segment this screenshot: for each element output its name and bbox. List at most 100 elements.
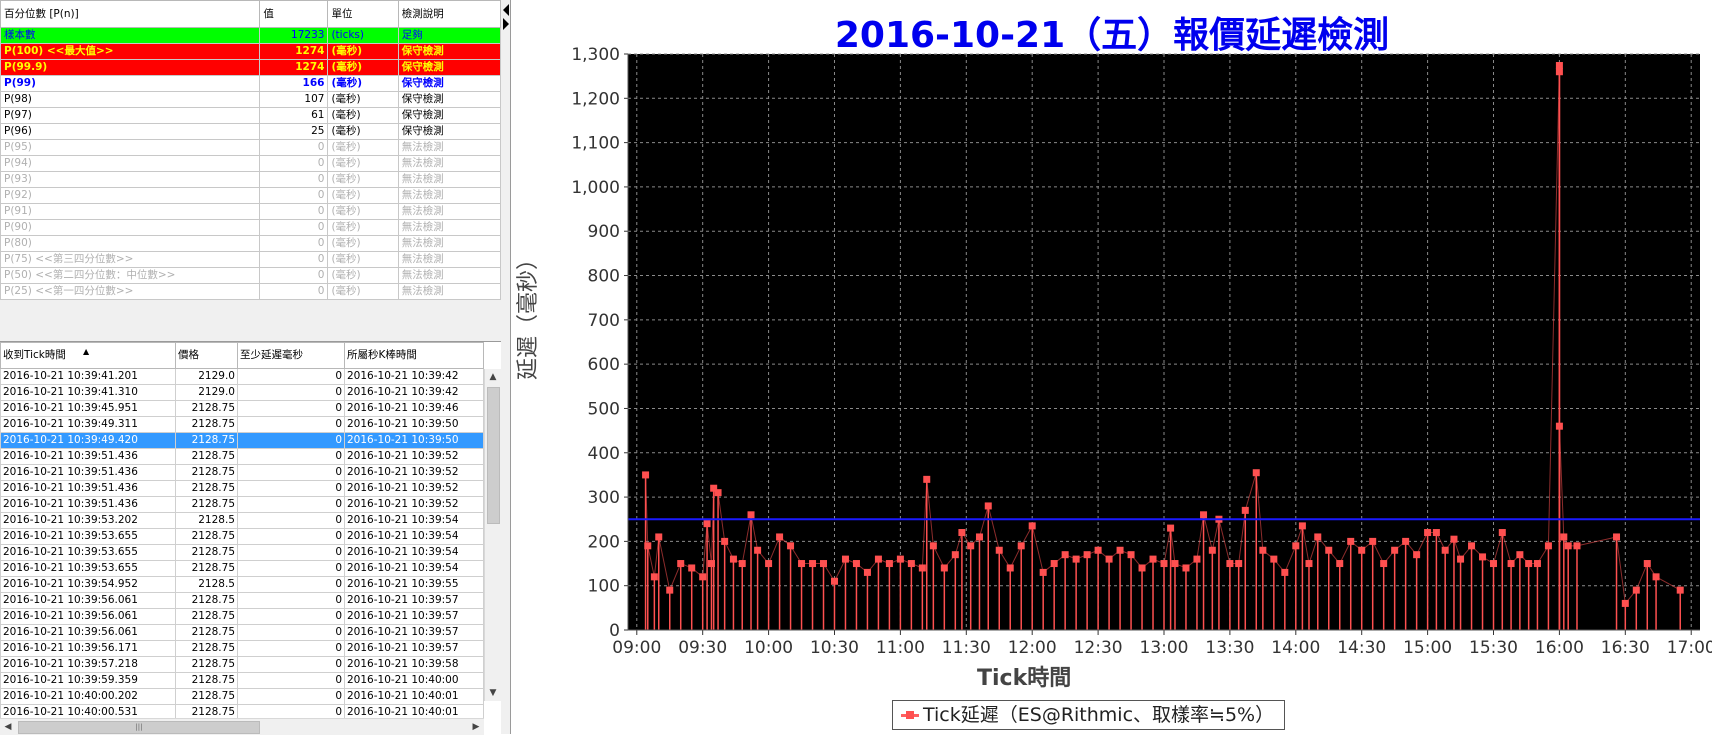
price-cell: 2128.75: [175, 592, 238, 609]
percentile-row[interactable]: P(93) 0 (毫秒) 無法檢測: [0, 171, 502, 188]
x-tick-label: 14:30: [1337, 638, 1386, 658]
percentile-row[interactable]: P(95) 0 (毫秒) 無法檢測: [0, 139, 502, 156]
y-tick-label: 300: [588, 488, 620, 508]
tick-time-cell: 2016-10-21 10:40:00.202: [0, 688, 176, 705]
percentile-row[interactable]: P(100) <<最大值>> 1274 (毫秒) 保守檢測: [0, 43, 502, 60]
tick-table-row[interactable]: 2016-10-21 10:39:56.171 2128.75 0 2016-10-2…: [0, 640, 484, 657]
min-delay-cell: 0: [237, 528, 345, 545]
x-tick-label: 11:30: [942, 638, 991, 658]
bar-time-cell: 2016-10-21 10:39:52: [344, 448, 484, 465]
collapse-left-icon[interactable]: [503, 4, 509, 16]
tick-table-row[interactable]: 2016-10-21 10:39:51.436 2128.75 0 2016-10-2…: [0, 496, 484, 513]
tick-table-row[interactable]: 2016-10-21 10:40:00.202 2128.75 0 2016-10-2…: [0, 688, 484, 705]
percentile-row[interactable]: P(97) 61 (毫秒) 保守檢測: [0, 107, 502, 124]
percentile-unit: (毫秒): [327, 235, 399, 252]
column-header-bar-time[interactable]: 所屬秒K棒時間: [344, 342, 484, 369]
horizontal-scrollbar[interactable]: ◀ ||| ▶: [0, 718, 484, 735]
percentile-row[interactable]: P(99.9) 1274 (毫秒) 保守檢測: [0, 59, 502, 76]
percentile-row[interactable]: P(94) 0 (毫秒) 無法檢測: [0, 155, 502, 172]
column-header-value[interactable]: 值: [259, 0, 329, 28]
tick-table-row[interactable]: 2016-10-21 10:39:51.436 2128.75 0 2016-10-2…: [0, 448, 484, 465]
min-delay-cell: 0: [237, 640, 345, 657]
percentile-row[interactable]: P(99) 166 (毫秒) 保守檢測: [0, 75, 502, 92]
bar-time-cell: 2016-10-21 10:39:52: [344, 464, 484, 481]
vertical-scroll-thumb[interactable]: [487, 387, 500, 524]
percentile-label: P(90): [0, 219, 261, 236]
tick-table-row[interactable]: 2016-10-21 10:39:53.655 2128.75 0 2016-10-2…: [0, 544, 484, 561]
percentile-description: 無法檢測: [397, 187, 502, 204]
tick-table-row[interactable]: 2016-10-21 10:39:45.951 2128.75 0 2016-10-2…: [0, 400, 484, 417]
percentile-row[interactable]: P(98) 107 (毫秒) 保守檢測: [0, 91, 502, 108]
tick-table-row[interactable]: 2016-10-21 10:39:57.218 2128.75 0 2016-10-2…: [0, 656, 484, 673]
column-header-unit[interactable]: 單位: [327, 0, 399, 28]
price-cell: 2128.75: [175, 624, 238, 641]
tick-time-cell: 2016-10-21 10:39:51.436: [0, 480, 176, 497]
percentile-row[interactable]: P(50) <<第二四分位數：中位數>> 0 (毫秒) 無法檢測: [0, 267, 502, 284]
percentile-description: 無法檢測: [397, 203, 502, 220]
scroll-down-icon[interactable]: ▼: [489, 688, 497, 698]
percentile-unit: (毫秒): [327, 139, 399, 156]
bar-time-cell: 2016-10-21 10:39:42: [344, 368, 484, 385]
tick-table-row[interactable]: 2016-10-21 10:39:51.436 2128.75 0 2016-10-2…: [0, 464, 484, 481]
bar-time-cell: 2016-10-21 10:39:46: [344, 400, 484, 417]
percentile-unit: (毫秒): [327, 203, 399, 220]
y-tick-label: 1,100: [571, 134, 620, 154]
x-tick-label: 09:00: [612, 638, 661, 658]
split-divider[interactable]: [502, 0, 511, 734]
tick-table-row[interactable]: 2016-10-21 10:39:56.061 2128.75 0 2016-10-2…: [0, 592, 484, 609]
price-cell: 2128.75: [175, 496, 238, 513]
tick-time-cell: 2016-10-21 10:39:54.952: [0, 576, 176, 593]
tick-table-row[interactable]: 2016-10-21 10:39:54.952 2128.5 0 2016-10-21…: [0, 576, 484, 593]
percentile-row[interactable]: P(75) <<第三四分位數>> 0 (毫秒) 無法檢測: [0, 251, 502, 268]
scroll-up-icon[interactable]: ▲: [489, 372, 497, 382]
bar-time-cell: 2016-10-21 10:39:57: [344, 624, 484, 641]
min-delay-cell: 0: [237, 416, 345, 433]
price-cell: 2128.75: [175, 400, 238, 417]
percentile-label: P(100) <<最大值>>: [0, 43, 261, 60]
tick-time-cell: 2016-10-21 10:39:59.359: [0, 672, 176, 689]
tick-table-row[interactable]: 2016-10-21 10:39:49.311 2128.75 0 2016-10-2…: [0, 416, 484, 433]
percentile-row[interactable]: P(91) 0 (毫秒) 無法檢測: [0, 203, 502, 220]
percentile-row[interactable]: P(96) 25 (毫秒) 保守檢測: [0, 123, 502, 140]
percentile-row[interactable]: 樣本數 17233 (ticks) 足夠: [0, 27, 502, 44]
percentile-description: 保守檢測: [397, 43, 502, 60]
tick-table-row[interactable]: 2016-10-21 10:39:56.061 2128.75 0 2016-10-2…: [0, 608, 484, 625]
expand-right-icon[interactable]: [503, 18, 509, 30]
tick-table-panel: 收到Tick時間 ▲ 價格 至少延遲毫秒 所屬秒K棒時間 2016-10-21 1…: [0, 341, 501, 735]
tick-table-row[interactable]: 2016-10-21 10:39:53.655 2128.75 0 2016-10-2…: [0, 560, 484, 577]
horizontal-scroll-thumb[interactable]: |||: [18, 721, 260, 734]
percentile-row[interactable]: P(25) <<第一四分位數>> 0 (毫秒) 無法檢測: [0, 283, 502, 300]
percentile-description: 無法檢測: [397, 267, 502, 284]
tick-table-row[interactable]: 2016-10-21 10:39:56.061 2128.75 0 2016-10-2…: [0, 624, 484, 641]
scroll-left-icon[interactable]: ◀: [4, 722, 12, 732]
min-delay-cell: 0: [237, 496, 345, 513]
scroll-right-icon[interactable]: ▶: [472, 722, 480, 732]
column-header-tick-time[interactable]: 收到Tick時間 ▲: [0, 342, 176, 369]
tick-table-row[interactable]: 2016-10-21 10:39:41.201 2129.0 0 2016-10-21…: [0, 368, 484, 385]
bar-time-cell: 2016-10-21 10:39:54: [344, 512, 484, 529]
percentile-row[interactable]: P(92) 0 (毫秒) 無法檢測: [0, 187, 502, 204]
tick-table-row[interactable]: 2016-10-21 10:39:51.436 2128.75 0 2016-10-2…: [0, 480, 484, 497]
bar-time-cell: 2016-10-21 10:39:42: [344, 384, 484, 401]
percentile-label: P(80): [0, 235, 261, 252]
percentile-value: 0: [259, 155, 329, 172]
column-header-min-delay[interactable]: 至少延遲毫秒: [237, 342, 345, 369]
price-cell: 2128.75: [175, 640, 238, 657]
x-tick-label: 09:30: [678, 638, 727, 658]
tick-time-cell: 2016-10-21 10:39:56.061: [0, 624, 176, 641]
percentile-row[interactable]: P(80) 0 (毫秒) 無法檢測: [0, 235, 502, 252]
tick-table-row[interactable]: 2016-10-21 10:39:53.202 2128.5 0 2016-10-21…: [0, 512, 484, 529]
bar-time-cell: 2016-10-21 10:39:52: [344, 480, 484, 497]
y-tick-label: 800: [588, 267, 620, 287]
tick-table-row[interactable]: 2016-10-21 10:39:53.655 2128.75 0 2016-10-2…: [0, 528, 484, 545]
percentile-row[interactable]: P(90) 0 (毫秒) 無法檢測: [0, 219, 502, 236]
vertical-scrollbar[interactable]: ▲ ▼: [484, 369, 501, 701]
column-header-percentile[interactable]: 百分位數 [P(n)]: [0, 0, 261, 28]
column-header-price[interactable]: 價格: [175, 342, 238, 369]
tick-table-row[interactable]: 2016-10-21 10:39:41.310 2129.0 0 2016-10-21…: [0, 384, 484, 401]
percentile-value: 166: [259, 75, 329, 92]
tick-table-row[interactable]: 2016-10-21 10:39:59.359 2128.75 0 2016-10-2…: [0, 672, 484, 689]
tick-table-row[interactable]: 2016-10-21 10:39:49.420 2128.75 0 2016-10-2…: [0, 432, 484, 449]
percentile-label: P(91): [0, 203, 261, 220]
column-header-description[interactable]: 檢測說明: [397, 0, 502, 28]
